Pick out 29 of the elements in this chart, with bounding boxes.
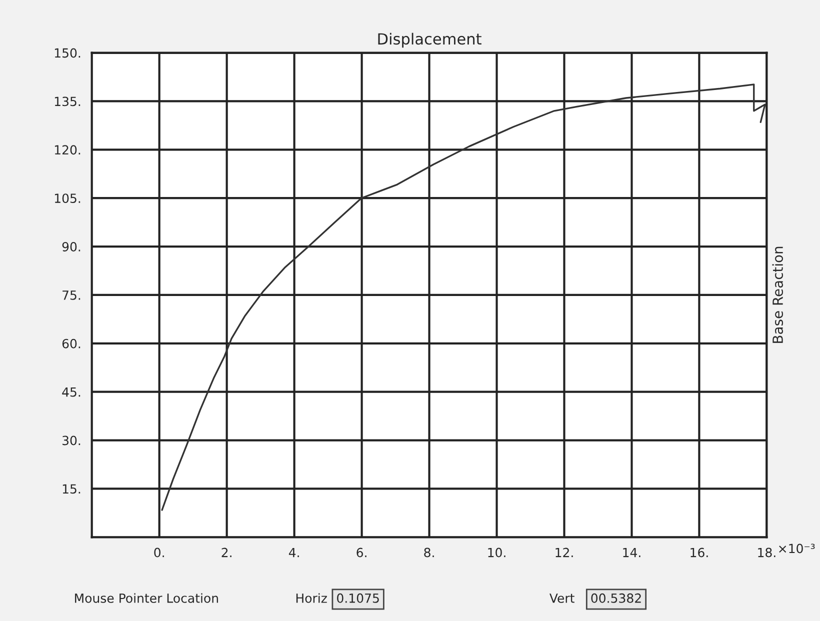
x-tick-label: 10. xyxy=(488,548,506,558)
x-tick-label: 16. xyxy=(690,548,708,558)
x-tick-label: 6. xyxy=(356,548,366,558)
chart-title: Displacement xyxy=(378,32,482,48)
text: Mouse Pointer Location xyxy=(75,593,218,603)
line-series xyxy=(161,84,766,511)
x-tick-label: 0. xyxy=(154,548,164,558)
text: Horiz xyxy=(296,593,327,603)
x-tick-label: 14. xyxy=(623,548,640,558)
text: ×10⁻³ xyxy=(779,544,815,554)
y-axis-title: Base Reaction xyxy=(772,246,784,343)
y-tick-label: 45. xyxy=(62,387,80,397)
text: 0.1075 xyxy=(337,593,379,603)
y-tick-label: 105. xyxy=(54,194,80,204)
x-tick-label: 18. xyxy=(758,548,776,558)
y-tick-label: 60. xyxy=(62,338,80,348)
x-tick-label: 8. xyxy=(424,548,434,558)
y-tick-label: 150. xyxy=(54,48,80,58)
x-tick-label: 4. xyxy=(288,548,299,558)
y-tick-label: 90. xyxy=(62,242,80,252)
text: 00.5382 xyxy=(591,593,641,603)
x-tick-label: 2. xyxy=(222,548,232,558)
y-tick-label: 15. xyxy=(62,484,80,494)
y-tick-label: 30. xyxy=(62,436,80,446)
y-tick-label: 75. xyxy=(62,290,80,300)
y-tick-label: 120. xyxy=(54,145,80,155)
y-tick-label: 135. xyxy=(54,96,80,106)
x-tick-label: 12. xyxy=(556,548,573,558)
text: Vert xyxy=(550,594,574,603)
